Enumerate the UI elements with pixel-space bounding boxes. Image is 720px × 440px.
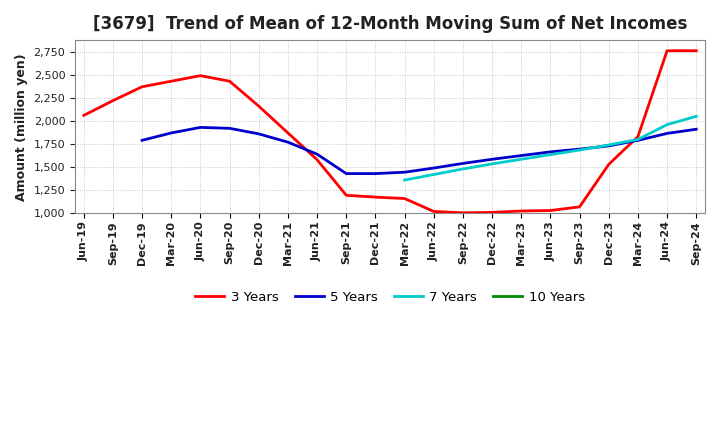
Legend: 3 Years, 5 Years, 7 Years, 10 Years: 3 Years, 5 Years, 7 Years, 10 Years <box>190 286 590 309</box>
Y-axis label: Amount (million yen): Amount (million yen) <box>15 53 28 201</box>
Title: [3679]  Trend of Mean of 12-Month Moving Sum of Net Incomes: [3679] Trend of Mean of 12-Month Moving … <box>93 15 687 33</box>
